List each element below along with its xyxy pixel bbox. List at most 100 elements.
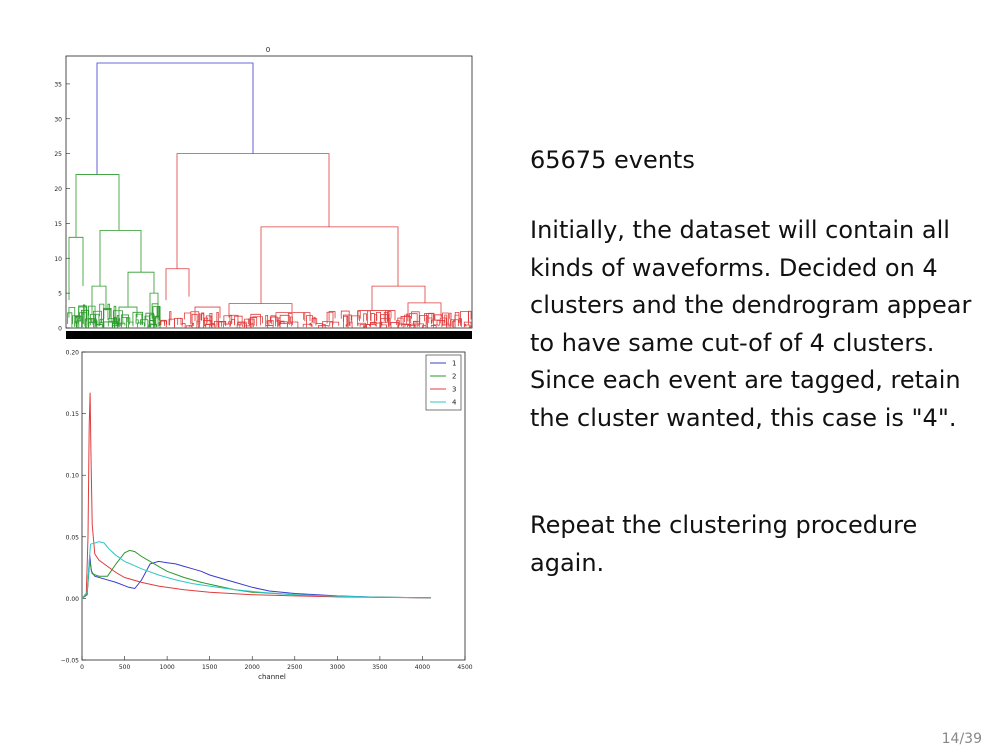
dendrogram-link — [311, 318, 318, 324]
dendrogram-axes-frame — [65, 55, 473, 329]
dendrogram-link — [132, 311, 143, 325]
lineplot-x-tick-label: 1500 — [202, 664, 217, 671]
dendrogram-link — [169, 311, 172, 326]
dendrogram-title: 0 — [266, 46, 270, 54]
dendrogram-y-tick-label: 0 — [58, 326, 62, 333]
dendrogram-link — [290, 321, 299, 328]
dendrogram-link — [82, 304, 86, 327]
dendrogram-link — [303, 312, 306, 322]
lineplot-x-tick-label: 2500 — [287, 664, 302, 671]
dendrogram-link — [318, 325, 329, 328]
dendrogram-leaf-label-band — [66, 331, 472, 339]
dendrogram-link — [369, 321, 377, 328]
dendrogram-link — [444, 314, 448, 328]
dendrogram-link — [209, 312, 213, 328]
dendrogram-link — [103, 308, 112, 323]
dendrogram-link — [112, 310, 123, 324]
dendrogram-link — [113, 305, 117, 323]
dendrogram-y-tick-label: 20 — [54, 186, 62, 193]
dendrogram-link — [441, 324, 451, 328]
dendrogram-link — [346, 316, 349, 328]
dendrogram-link — [280, 320, 285, 325]
description-paragraph: Initially, the dataset will contain all … — [530, 216, 972, 432]
dendrogram-link — [228, 303, 293, 318]
dendrogram-link — [107, 303, 111, 321]
dendrogram-link — [407, 302, 442, 318]
dendrogram-link — [249, 317, 258, 327]
lineplot-y-tick-label: 0.00 — [66, 596, 80, 603]
dendrogram-link — [160, 319, 167, 328]
waveform-line-plot: 0 500 1000 1500 2000 2500 3000 3500 4000 4500 −0.… — [61, 350, 473, 682]
dendrogram-link — [144, 315, 151, 327]
dendrogram-link — [442, 312, 449, 326]
dendrogram-link — [422, 325, 427, 328]
dendrogram-link — [111, 325, 118, 328]
lineplot-y-tick-label: −0.05 — [61, 658, 80, 665]
dendrogram-link — [367, 310, 371, 325]
dendrogram-link — [424, 313, 434, 326]
dendrogram-link — [270, 315, 276, 327]
dendrogram-link — [328, 311, 336, 321]
page-number: 14/39 — [941, 731, 982, 747]
dendrogram-link — [87, 305, 96, 323]
dendrogram-link — [95, 313, 100, 327]
dendrogram-link — [277, 319, 281, 327]
repeat-paragraph: Repeat the clustering procedure again. — [530, 511, 918, 577]
dendrogram-link — [363, 313, 367, 322]
dendrogram-link — [243, 325, 251, 328]
dendrogram-link — [268, 320, 273, 326]
legend-label-1: 1 — [452, 360, 456, 368]
dendrogram-link — [459, 319, 462, 327]
dendrogram-link — [371, 285, 426, 311]
dendrogram-link — [196, 320, 200, 328]
lineplot-y-tick-label: 0.20 — [66, 350, 80, 357]
dendrogram-link — [99, 303, 105, 320]
dendrogram-link — [239, 323, 247, 328]
dendrogram-link — [121, 314, 129, 328]
series-line-1 — [81, 555, 432, 599]
dendrogram-link — [351, 315, 360, 324]
dendrogram-link — [183, 312, 192, 325]
dendrogram-link — [380, 318, 391, 328]
dendrogram-link — [79, 312, 88, 326]
lineplot-series — [81, 392, 432, 599]
dendrogram-links — [67, 62, 472, 328]
legend-label-2: 2 — [452, 373, 456, 381]
dendrogram-link — [228, 321, 231, 326]
lineplot-x-tick-label: 3500 — [372, 664, 387, 671]
dendrogram-link — [265, 314, 269, 328]
series-line-3 — [81, 392, 432, 599]
dendrogram-link — [413, 320, 417, 328]
dendrogram-link — [165, 268, 190, 301]
dendrogram-link — [450, 319, 459, 327]
dendrogram-link — [458, 318, 462, 323]
dendrogram-link — [326, 311, 334, 325]
dendrogram-link — [176, 153, 330, 269]
lineplot-y-tick-label: 0.10 — [66, 473, 80, 480]
dendrogram-link — [140, 319, 149, 328]
dendrogram-link — [434, 314, 443, 326]
dendrogram-link — [381, 321, 389, 326]
dendrogram-link — [425, 317, 433, 327]
dendrogram-link — [465, 324, 470, 328]
dendrogram-link — [122, 317, 129, 325]
dendrogram-panel: 0 0 5 10 15 20 25 30 35 — [54, 46, 473, 339]
lineplot-y-tick-label: 0.15 — [66, 411, 80, 418]
lineplot-x-tick-label: 500 — [119, 664, 131, 671]
dendrogram-link — [340, 310, 350, 326]
dendrogram-link — [145, 312, 155, 328]
dendrogram-link — [357, 310, 396, 321]
legend-label-3: 3 — [452, 386, 456, 394]
dendrogram-link — [408, 313, 418, 328]
dendrogram-link — [397, 317, 404, 328]
dendrogram-link — [68, 306, 76, 327]
legend-box — [425, 354, 462, 411]
dendrogram-link — [67, 312, 73, 328]
dendrogram-link — [99, 229, 142, 287]
dendrogram-link — [204, 317, 209, 327]
lineplot-x-tick-label: 1000 — [159, 664, 174, 671]
dendrogram-link — [343, 315, 349, 328]
dendrogram-link — [400, 316, 412, 325]
dendrogram-link — [137, 322, 145, 328]
